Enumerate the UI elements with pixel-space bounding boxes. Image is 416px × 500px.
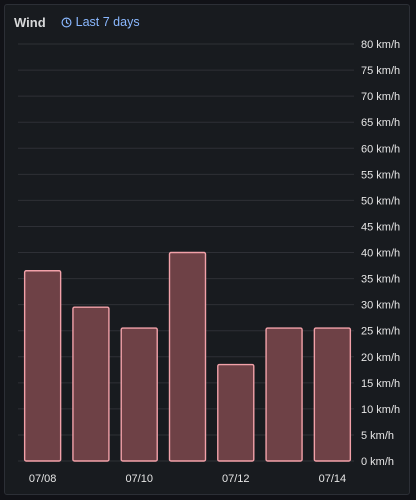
y-tick-label: 25 km/h [361, 326, 400, 338]
y-tick-label: 45 km/h [361, 221, 400, 233]
bar-07-08[interactable] [23, 270, 62, 462]
y-tick-label: 10 km/h [361, 404, 400, 416]
y-tick-label: 15 km/h [361, 378, 400, 390]
y-tick-label: 20 km/h [361, 352, 400, 364]
y-tick-label: 30 km/h [361, 300, 400, 312]
bar-07-12[interactable] [217, 363, 255, 462]
clock-icon [61, 17, 72, 27]
x-tick-label: 07/08 [29, 473, 57, 485]
x-tick-label: 07/14 [319, 473, 347, 485]
y-tick-label: 80 km/h [361, 39, 400, 51]
y-tick-label: 50 km/h [361, 195, 400, 207]
panel-title: Wind [14, 14, 46, 30]
bar-07-10[interactable] [120, 327, 158, 462]
y-tick-label: 55 km/h [361, 169, 400, 181]
time-range-link[interactable]: Last 7 days [61, 15, 140, 29]
bar-07-13[interactable] [265, 327, 303, 462]
x-tick-label: 07/10 [125, 473, 153, 485]
bar-07-09[interactable] [72, 306, 110, 462]
y-tick-label: 75 km/h [361, 65, 400, 77]
bar-07-11[interactable] [168, 251, 207, 462]
y-tick-label: 0 km/h [361, 456, 394, 468]
y-tick-label: 70 km/h [361, 91, 400, 103]
y-tick-label: 60 km/h [361, 143, 400, 155]
y-tick-label: 5 km/h [361, 430, 394, 442]
bar-07-14[interactable] [313, 327, 352, 462]
x-tick-label: 07/12 [222, 473, 250, 485]
y-tick-label: 65 km/h [361, 117, 400, 129]
panel-header: Wind Last 7 days [14, 12, 140, 32]
y-tick-label: 35 km/h [361, 274, 400, 286]
y-tick-label: 40 km/h [361, 248, 400, 260]
time-range-label: Last 7 days [75, 15, 140, 29]
